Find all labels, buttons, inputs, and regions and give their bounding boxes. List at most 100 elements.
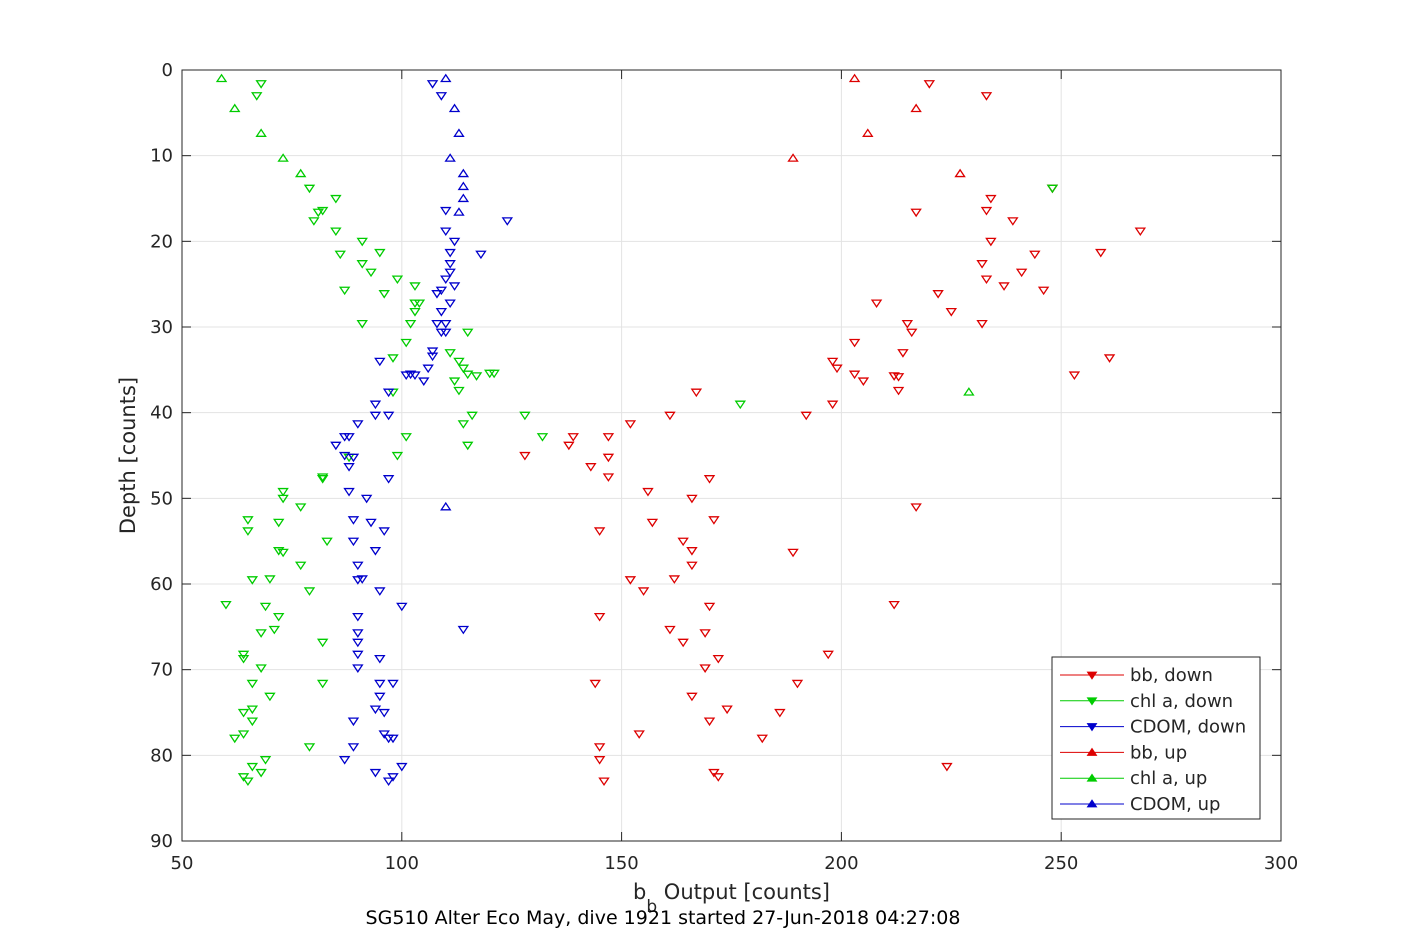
data-point-series-0 [668, 575, 681, 584]
data-point-series-1 [462, 370, 474, 380]
data-point-series-1 [264, 575, 276, 584]
y-tick-label: 60 [150, 574, 173, 595]
data-point-series-0 [703, 717, 716, 727]
data-point-series-0 [985, 237, 997, 247]
data-point-series-1 [237, 650, 250, 660]
data-point-series-1 [316, 475, 329, 484]
data-point-series-0 [593, 743, 606, 752]
x-tick-label: 300 [1264, 853, 1298, 874]
data-point-series-0 [664, 411, 676, 421]
data-point-series-5 [457, 181, 470, 191]
data-point-series-0 [703, 475, 716, 484]
data-point-series-4 [294, 168, 307, 178]
data-point-series-2 [352, 650, 364, 660]
data-point-series-0 [721, 705, 733, 715]
data-point-series-0 [901, 319, 914, 329]
data-point-series-1 [330, 227, 342, 237]
data-point-series-1 [400, 338, 412, 348]
data-point-series-0 [598, 777, 610, 787]
data-point-series-2 [444, 299, 456, 309]
data-point-series-0 [1015, 268, 1028, 278]
data-point-series-0 [677, 537, 689, 547]
data-point-series-0 [857, 377, 870, 386]
data-point-series-2 [440, 328, 452, 338]
data-point-series-1 [229, 734, 241, 744]
data-point-series-0 [980, 275, 993, 285]
x-axis-label-subscript: b [646, 897, 657, 917]
data-point-series-2 [501, 217, 514, 226]
data-point-series-1 [312, 208, 324, 218]
legend-label: chl a, up [1130, 768, 1207, 789]
y-tick-label: 10 [150, 146, 173, 167]
data-point-series-0 [976, 260, 988, 269]
data-point-series-1 [338, 286, 351, 296]
data-point-series-0 [589, 679, 601, 689]
data-point-series-0 [822, 650, 834, 660]
data-point-series-0 [519, 451, 531, 461]
x-tick-label: 50 [171, 853, 194, 874]
data-point-series-0 [787, 548, 799, 558]
data-point-series-0 [980, 92, 993, 101]
data-point-series-3 [910, 103, 922, 113]
data-point-series-0 [690, 388, 703, 398]
data-point-series-2 [338, 451, 351, 461]
data-point-series-0 [602, 453, 615, 463]
data-point-series-2 [457, 625, 470, 635]
data-point-series-1 [251, 92, 263, 101]
legend-box [1051, 656, 1261, 820]
data-point-series-1 [413, 299, 426, 309]
legend-label: chl a, down [1130, 691, 1233, 712]
data-point-series-1 [303, 587, 316, 596]
data-point-series-2 [418, 377, 430, 386]
data-point-series-1 [255, 80, 267, 89]
data-point-series-0 [637, 587, 650, 596]
data-point-series-1 [246, 679, 259, 689]
data-point-series-1 [264, 692, 276, 702]
data-point-series-2 [444, 248, 456, 258]
data-point-series-1 [242, 516, 254, 525]
data-point-series-1 [365, 268, 377, 278]
data-point-series-2 [374, 587, 386, 596]
data-point-series-2 [378, 708, 390, 718]
legend-marker [1086, 671, 1098, 680]
data-point-series-0 [980, 206, 993, 216]
data-point-series-2 [382, 475, 395, 484]
legend-marker [1086, 773, 1098, 782]
data-point-series-1 [457, 420, 470, 429]
data-point-series-4 [215, 73, 228, 83]
y-tick-label: 50 [150, 488, 173, 509]
data-point-series-1 [246, 762, 259, 772]
data-point-series-2 [444, 268, 456, 278]
data-point-series-5 [440, 73, 452, 83]
data-point-series-1 [387, 354, 399, 363]
data-point-series-1 [242, 527, 254, 536]
data-point-series-1 [316, 206, 329, 216]
data-point-series-2 [426, 352, 439, 362]
data-point-series-0 [848, 370, 861, 380]
data-point-series-1 [470, 372, 483, 381]
data-point-series-0 [642, 487, 654, 497]
data-point-series-2 [356, 575, 368, 584]
data-point-series-0 [686, 547, 698, 556]
data-point-series-1 [453, 357, 465, 367]
data-point-series-0 [593, 612, 606, 622]
data-point-series-1 [246, 576, 259, 585]
data-point-series-0 [708, 516, 720, 525]
data-point-series-0 [712, 654, 725, 664]
data-point-series-1 [409, 308, 421, 317]
data-point-series-2 [444, 260, 456, 269]
y-tick-label: 20 [150, 231, 173, 252]
data-point-series-1 [457, 364, 470, 374]
data-point-series-2 [400, 371, 412, 380]
data-point-series-0 [1068, 371, 1081, 380]
data-point-series-0 [593, 756, 606, 765]
data-point-series-0 [800, 411, 812, 421]
data-point-series-0 [848, 338, 861, 348]
data-point-series-2 [374, 654, 386, 664]
data-point-series-0 [585, 463, 597, 472]
data-point-series-2 [347, 537, 360, 547]
data-point-series-0 [985, 194, 997, 204]
data-point-series-2 [378, 527, 390, 536]
data-point-series-1 [1046, 184, 1059, 194]
data-point-series-3 [954, 168, 966, 178]
